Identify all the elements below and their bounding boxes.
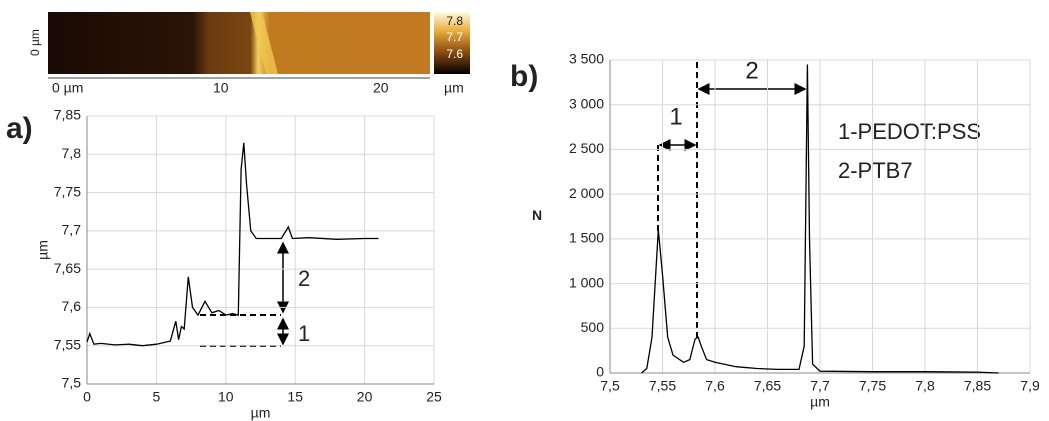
x-tick-label: 7,9: [1020, 378, 1040, 394]
x-tick-label: 15: [287, 389, 303, 405]
y-tick-label: 7,5: [62, 375, 82, 391]
annotation: 2: [745, 57, 758, 84]
x-tick-label: 10: [218, 389, 234, 405]
y-tick-label: 7,65: [54, 260, 81, 276]
y-tick-label: 3 500: [569, 51, 604, 67]
x-tick-label: 7,6: [705, 378, 725, 394]
x-axis-label: µm: [810, 394, 830, 410]
x-tick-label: 7,65: [754, 378, 781, 394]
afm-x-label: 10: [213, 80, 229, 96]
afm-y-label: 0 µm: [28, 29, 42, 56]
legend-note: 2-PTB7: [838, 158, 913, 183]
y-tick-label: 2 500: [569, 140, 604, 156]
y-tick-label: 3 000: [569, 95, 604, 111]
annotation: 1: [298, 321, 310, 346]
y-tick-label: 7,6: [62, 298, 82, 314]
annotation: 1: [669, 103, 682, 130]
y-tick-label: 7,7: [62, 222, 82, 238]
x-tick-label: 7,7: [810, 378, 830, 394]
x-tick-label: 25: [426, 389, 442, 405]
y-axis-label: N: [532, 207, 542, 223]
y-tick-label: 7,75: [54, 183, 81, 199]
colorbar-label: 7.6: [446, 47, 463, 61]
y-tick-label: 7,55: [54, 336, 81, 352]
x-tick-label: 7,8: [915, 378, 935, 394]
colorbar-label: 7.7: [446, 30, 463, 44]
afm-image: [48, 12, 430, 74]
afm-x-label: 0 µm: [52, 80, 83, 96]
annotation: 2: [298, 266, 310, 291]
x-axis-label: µm: [251, 405, 271, 421]
y-axis-label: µm: [35, 240, 51, 260]
y-tick-label: 2 000: [569, 185, 604, 201]
colorbar-label: 7.8: [446, 14, 463, 28]
colorbar: [434, 12, 470, 74]
y-tick-label: 1 000: [569, 274, 604, 290]
y-tick-label: 0: [596, 364, 604, 380]
data-line: [641, 64, 999, 374]
afm-x-unit: µm: [444, 80, 464, 96]
x-tick-label: 7,85: [964, 378, 991, 394]
y-tick-label: 7,85: [54, 107, 81, 123]
x-tick-label: 0: [83, 389, 91, 405]
x-tick-label: 7,55: [649, 378, 676, 394]
afm-edge: [250, 12, 278, 74]
panel-label: b): [510, 60, 538, 93]
panel-label: a): [6, 112, 33, 145]
y-tick-label: 500: [581, 319, 605, 335]
y-tick-label: 7,8: [62, 145, 82, 161]
x-tick-label: 7,5: [600, 378, 620, 394]
data-line: [86, 142, 379, 347]
x-tick-label: 20: [357, 389, 373, 405]
afm-x-label: 20: [373, 80, 389, 96]
y-tick-label: 1 500: [569, 230, 604, 246]
x-tick-label: 7,75: [859, 378, 886, 394]
legend-note: 1-PEDOT:PSS: [838, 119, 981, 144]
x-tick-label: 5: [153, 389, 161, 405]
